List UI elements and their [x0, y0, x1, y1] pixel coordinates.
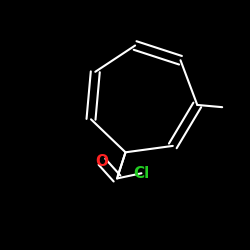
- Text: O: O: [96, 154, 108, 169]
- Text: Cl: Cl: [133, 166, 150, 181]
